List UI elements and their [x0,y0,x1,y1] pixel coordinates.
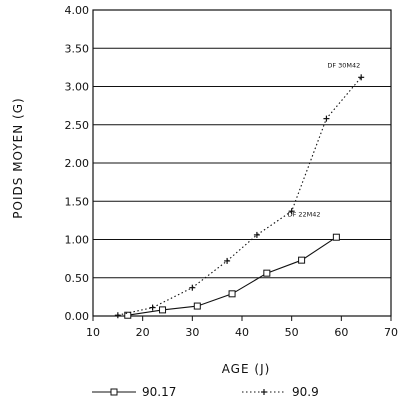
data-point [224,257,231,264]
x-tick-label: 30 [185,326,199,339]
data-point [323,115,330,122]
data-point [253,231,260,238]
legend-item: 90.17 [92,385,176,399]
x-axis: 10 20 30 40 50 60 70 [86,316,398,339]
series-90.9 [114,74,365,319]
data-point [124,311,132,319]
series-line [117,76,362,316]
grid-layer [93,9,391,317]
y-tick-label: 3.50 [65,42,90,55]
x-tick-label: 40 [235,326,249,339]
y-tick-label: 0.00 [65,310,90,323]
y-tick-label: 2.50 [65,119,90,132]
data-point [263,269,271,277]
x-tick-label: 10 [86,326,100,339]
y-tick-label: 1.50 [65,195,90,208]
x-axis-label: AGE (J) [222,362,271,376]
series-line [127,236,337,316]
y-tick-label: 2.00 [65,157,90,170]
data-point [149,304,156,311]
legend-label: 90.17 [142,385,176,399]
annotation-label: DF 22M42 [288,211,321,219]
data-point [228,290,236,298]
x-tick-label: 70 [384,326,398,339]
series-layer [114,74,365,319]
legend-marker [110,388,118,396]
x-tick-label: 60 [334,326,348,339]
x-tick-label: 20 [136,326,150,339]
data-point [288,208,295,215]
annotation-label: DF 30M42 [327,61,360,69]
y-tick-label: 4.00 [65,4,90,17]
data-point [358,74,365,81]
legend-marker [261,389,267,395]
data-point [159,306,167,314]
series-90.17 [124,233,340,319]
legend: 90.17 90.9 [92,385,319,399]
legend-item: 90.9 [242,385,319,399]
y-axis-label: POIDS MOYEN (G) [11,97,25,218]
y-tick-label: 3.00 [65,81,90,94]
data-point [189,284,196,291]
y-tick-label: 0.50 [65,272,90,285]
legend-label: 90.9 [292,385,319,399]
annotations: DF 30M42 DF 22M42 [288,61,361,218]
y-tick-label: 1.00 [65,234,90,247]
data-point [332,233,340,241]
data-point [298,256,306,264]
y-axis: 0.00 0.50 1.00 1.50 2.00 2.50 3.00 3.50 4.00 [65,4,90,323]
data-point [114,312,121,319]
data-point [193,302,201,310]
x-tick-label: 50 [285,326,299,339]
